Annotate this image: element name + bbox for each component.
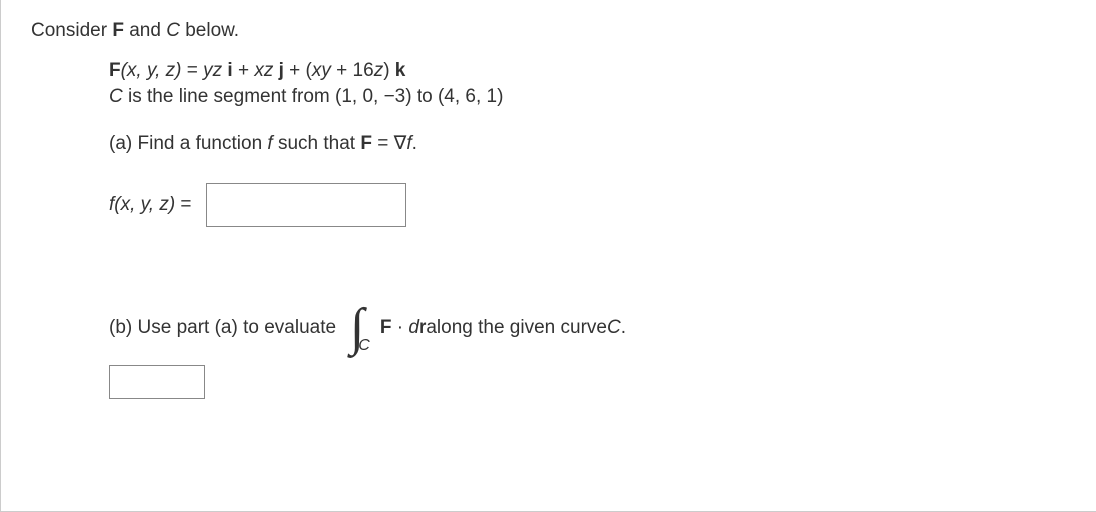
intro-mid: and bbox=[124, 20, 166, 41]
c-description: C is the line segment from (1, 0, −3) to… bbox=[109, 86, 1066, 108]
eq-F: F bbox=[109, 60, 121, 81]
eq-t2: xz bbox=[254, 60, 278, 81]
pb-period: . bbox=[621, 317, 626, 339]
eq-t3p: + 16 bbox=[331, 60, 374, 81]
fxyz-label: f(x, y, z) = bbox=[109, 194, 192, 216]
pb-C: C bbox=[607, 317, 621, 339]
answer-input-b[interactable] bbox=[109, 365, 205, 399]
pb-dr-r: r bbox=[419, 317, 426, 338]
integral-sub: C bbox=[358, 337, 370, 355]
eq-vars: (x, y, z) bbox=[121, 60, 182, 81]
eq-k: k bbox=[395, 60, 406, 81]
pb-F: F bbox=[380, 317, 392, 338]
integral-symbol: ∫ C bbox=[350, 307, 376, 349]
intro-line: Consider F and C below. bbox=[31, 20, 1066, 42]
intro-prefix: Consider bbox=[31, 20, 112, 41]
eq-t3c: ) bbox=[383, 60, 395, 81]
eq-plus1: + bbox=[233, 60, 255, 81]
equation-line: F(x, y, z) = yz i + xz j + (xy + 16z) k bbox=[109, 60, 1066, 82]
fxyz-row: f(x, y, z) = bbox=[109, 183, 1066, 227]
eq-t3z: z bbox=[374, 60, 384, 81]
pa-mid: such that bbox=[273, 133, 361, 154]
pa-dot: . bbox=[412, 133, 417, 154]
part-b-row: (b) Use part (a) to evaluate ∫ C F · dr … bbox=[109, 307, 1066, 349]
pb-dot: · bbox=[391, 317, 408, 338]
eq-t1: yz bbox=[203, 60, 227, 81]
eq-plus2: + ( bbox=[284, 60, 312, 81]
fxyz-vars: (x, y, z) bbox=[114, 194, 175, 215]
eq-t3a: xy bbox=[312, 60, 331, 81]
cdesc-text: is the line segment from (1, 0, −3) to (… bbox=[123, 86, 504, 107]
pb-tail: along the given curve bbox=[426, 317, 607, 339]
fxyz-eq: = bbox=[175, 194, 191, 215]
pa-label: (a) Find a function bbox=[109, 133, 267, 154]
problem-container: Consider F and C below. F(x, y, z) = yz … bbox=[0, 0, 1096, 512]
part-a-text: (a) Find a function f such that F = ∇f. bbox=[109, 132, 1066, 155]
pb-integrand: F · dr bbox=[380, 317, 426, 339]
cdesc-C: C bbox=[109, 86, 123, 107]
pb-label: (b) Use part (a) to evaluate bbox=[109, 317, 336, 339]
intro-suffix: below. bbox=[180, 20, 239, 41]
eq-eq: = bbox=[181, 60, 203, 81]
intro-F: F bbox=[112, 20, 124, 41]
answer-input-a[interactable] bbox=[206, 183, 406, 227]
pa-eq: = ∇ bbox=[372, 133, 406, 154]
answer-b-row bbox=[109, 365, 1066, 405]
pa-F: F bbox=[360, 133, 372, 154]
intro-C: C bbox=[166, 20, 180, 41]
pb-dr-d: d bbox=[408, 317, 419, 338]
